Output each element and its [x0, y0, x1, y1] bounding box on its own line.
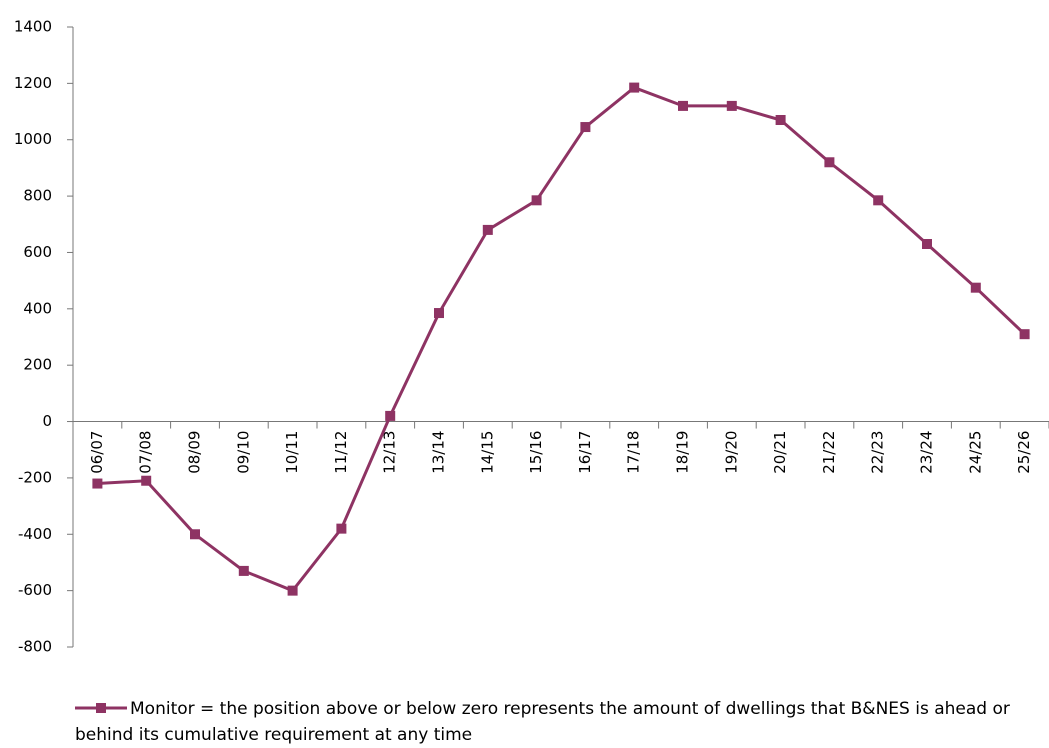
marker: [824, 157, 835, 168]
x-tick-label: 24/25: [966, 431, 984, 474]
marker: [141, 475, 152, 486]
y-tick-label: 800: [23, 187, 52, 205]
x-tick-label: 07/08: [137, 431, 155, 474]
line: [97, 85, 1026, 593]
marker: [92, 478, 103, 489]
x-tick-label: 08/09: [186, 431, 204, 474]
x-tick-label: 22/23: [869, 431, 887, 474]
x-tick-label: 16/17: [576, 431, 594, 474]
x-tick-label: 06/07: [88, 431, 106, 474]
y-tick-label: 1000: [14, 130, 52, 148]
x-tick-label: 25/26: [1015, 431, 1033, 474]
x-tick-label: 12/13: [381, 431, 399, 474]
y-tick-label: -800: [18, 638, 52, 656]
x-tick-label: 17/18: [625, 431, 643, 474]
x-tick-label: 15/16: [527, 431, 545, 474]
y-tick-label: 200: [23, 356, 52, 374]
legend-marker: [96, 703, 106, 713]
y-tick-label: 1400: [14, 18, 52, 36]
marker: [482, 224, 493, 235]
marker: [1019, 329, 1030, 340]
x-tick-label: 14/15: [478, 431, 496, 474]
marker: [336, 523, 347, 534]
x-tick-label: 10/11: [283, 431, 301, 474]
x-tick-label: 11/12: [332, 431, 350, 474]
chart: -800 -600 -400 -200 0 200 400 600 800 1000 1200 140…: [14, 18, 1049, 656]
x-tick-label: 21/22: [820, 431, 838, 474]
x-tick-label: 23/24: [918, 431, 936, 474]
marker: [775, 115, 786, 125]
y-tick-label: 400: [23, 299, 52, 317]
y-tick-label: -400: [18, 525, 52, 543]
x-tick-label: 13/14: [430, 431, 448, 474]
x-tick-label: 09/10: [234, 431, 252, 474]
marker: [678, 100, 688, 111]
x-tick-label: 18/19: [674, 431, 692, 474]
marker: [531, 195, 542, 206]
x-tick-label: 19/20: [722, 431, 740, 474]
y-tick-label: 1200: [14, 74, 52, 92]
y-tick-label: 0: [42, 412, 52, 430]
marker: [873, 195, 884, 206]
y-tick-label: 600: [23, 243, 52, 261]
marker: [922, 239, 932, 249]
legend-label: Monitor = the position above or below ze…: [75, 699, 1010, 745]
legend: [75, 703, 127, 713]
marker: [580, 122, 591, 133]
marker: [726, 100, 737, 111]
marker: [629, 82, 640, 93]
marker: [434, 308, 444, 319]
marker: [385, 410, 396, 421]
marker: [970, 282, 981, 293]
y-tick-label: -600: [18, 581, 52, 599]
y-tick-label: -200: [18, 468, 52, 486]
marker: [190, 529, 200, 540]
x-tick-label: 20/21: [771, 431, 789, 474]
marker: [287, 585, 298, 596]
marker: [238, 565, 249, 576]
